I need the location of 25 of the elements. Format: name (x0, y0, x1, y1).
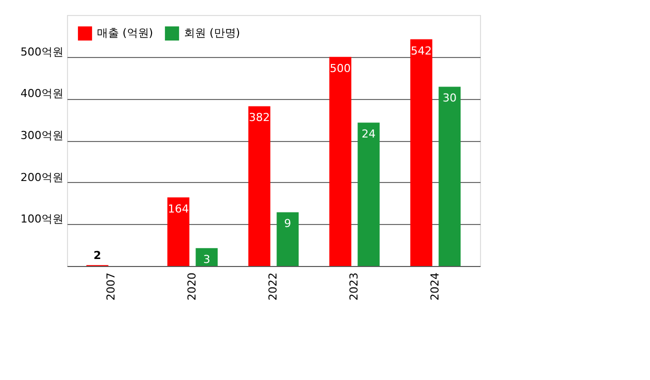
data-label: 30 (442, 92, 457, 105)
data-label: 500 (330, 62, 351, 75)
y-tick-label: 300억원 (20, 129, 64, 142)
data-label: 9 (284, 217, 292, 230)
x-tick-label: 2007 (104, 272, 118, 300)
data-label: 382 (248, 111, 270, 124)
y-tick-label: 400억원 (20, 87, 64, 100)
data-label: 164 (168, 202, 189, 216)
data-label: 2 (94, 249, 102, 262)
legend-label: 매출 (억원) (97, 26, 154, 40)
y-tick-label: 200억원 (20, 170, 64, 184)
data-label: 24 (362, 128, 376, 141)
y-tick-label: 100억원 (20, 212, 64, 226)
x-tick-label: 2023 (347, 272, 360, 300)
bar (196, 248, 218, 266)
bar (358, 122, 380, 266)
bar (438, 86, 461, 266)
x-tick-label: 2020 (186, 272, 199, 300)
x-tick-label: 2022 (266, 272, 280, 300)
data-label: 3 (203, 253, 210, 266)
bar (276, 212, 299, 266)
y-tick-label: 500억원 (20, 45, 64, 58)
legend-label: 회원 (만명) (184, 26, 240, 40)
data-label: 542 (410, 44, 432, 58)
x-tick-label: 2024 (428, 272, 442, 300)
